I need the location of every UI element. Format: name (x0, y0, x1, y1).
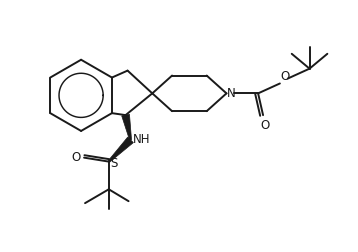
Text: O: O (280, 70, 290, 83)
Polygon shape (122, 114, 131, 140)
Text: N: N (227, 87, 236, 100)
Text: S: S (110, 157, 117, 170)
Polygon shape (108, 137, 133, 162)
Text: O: O (260, 118, 270, 132)
Text: O: O (72, 151, 81, 164)
Text: NH: NH (133, 133, 150, 146)
